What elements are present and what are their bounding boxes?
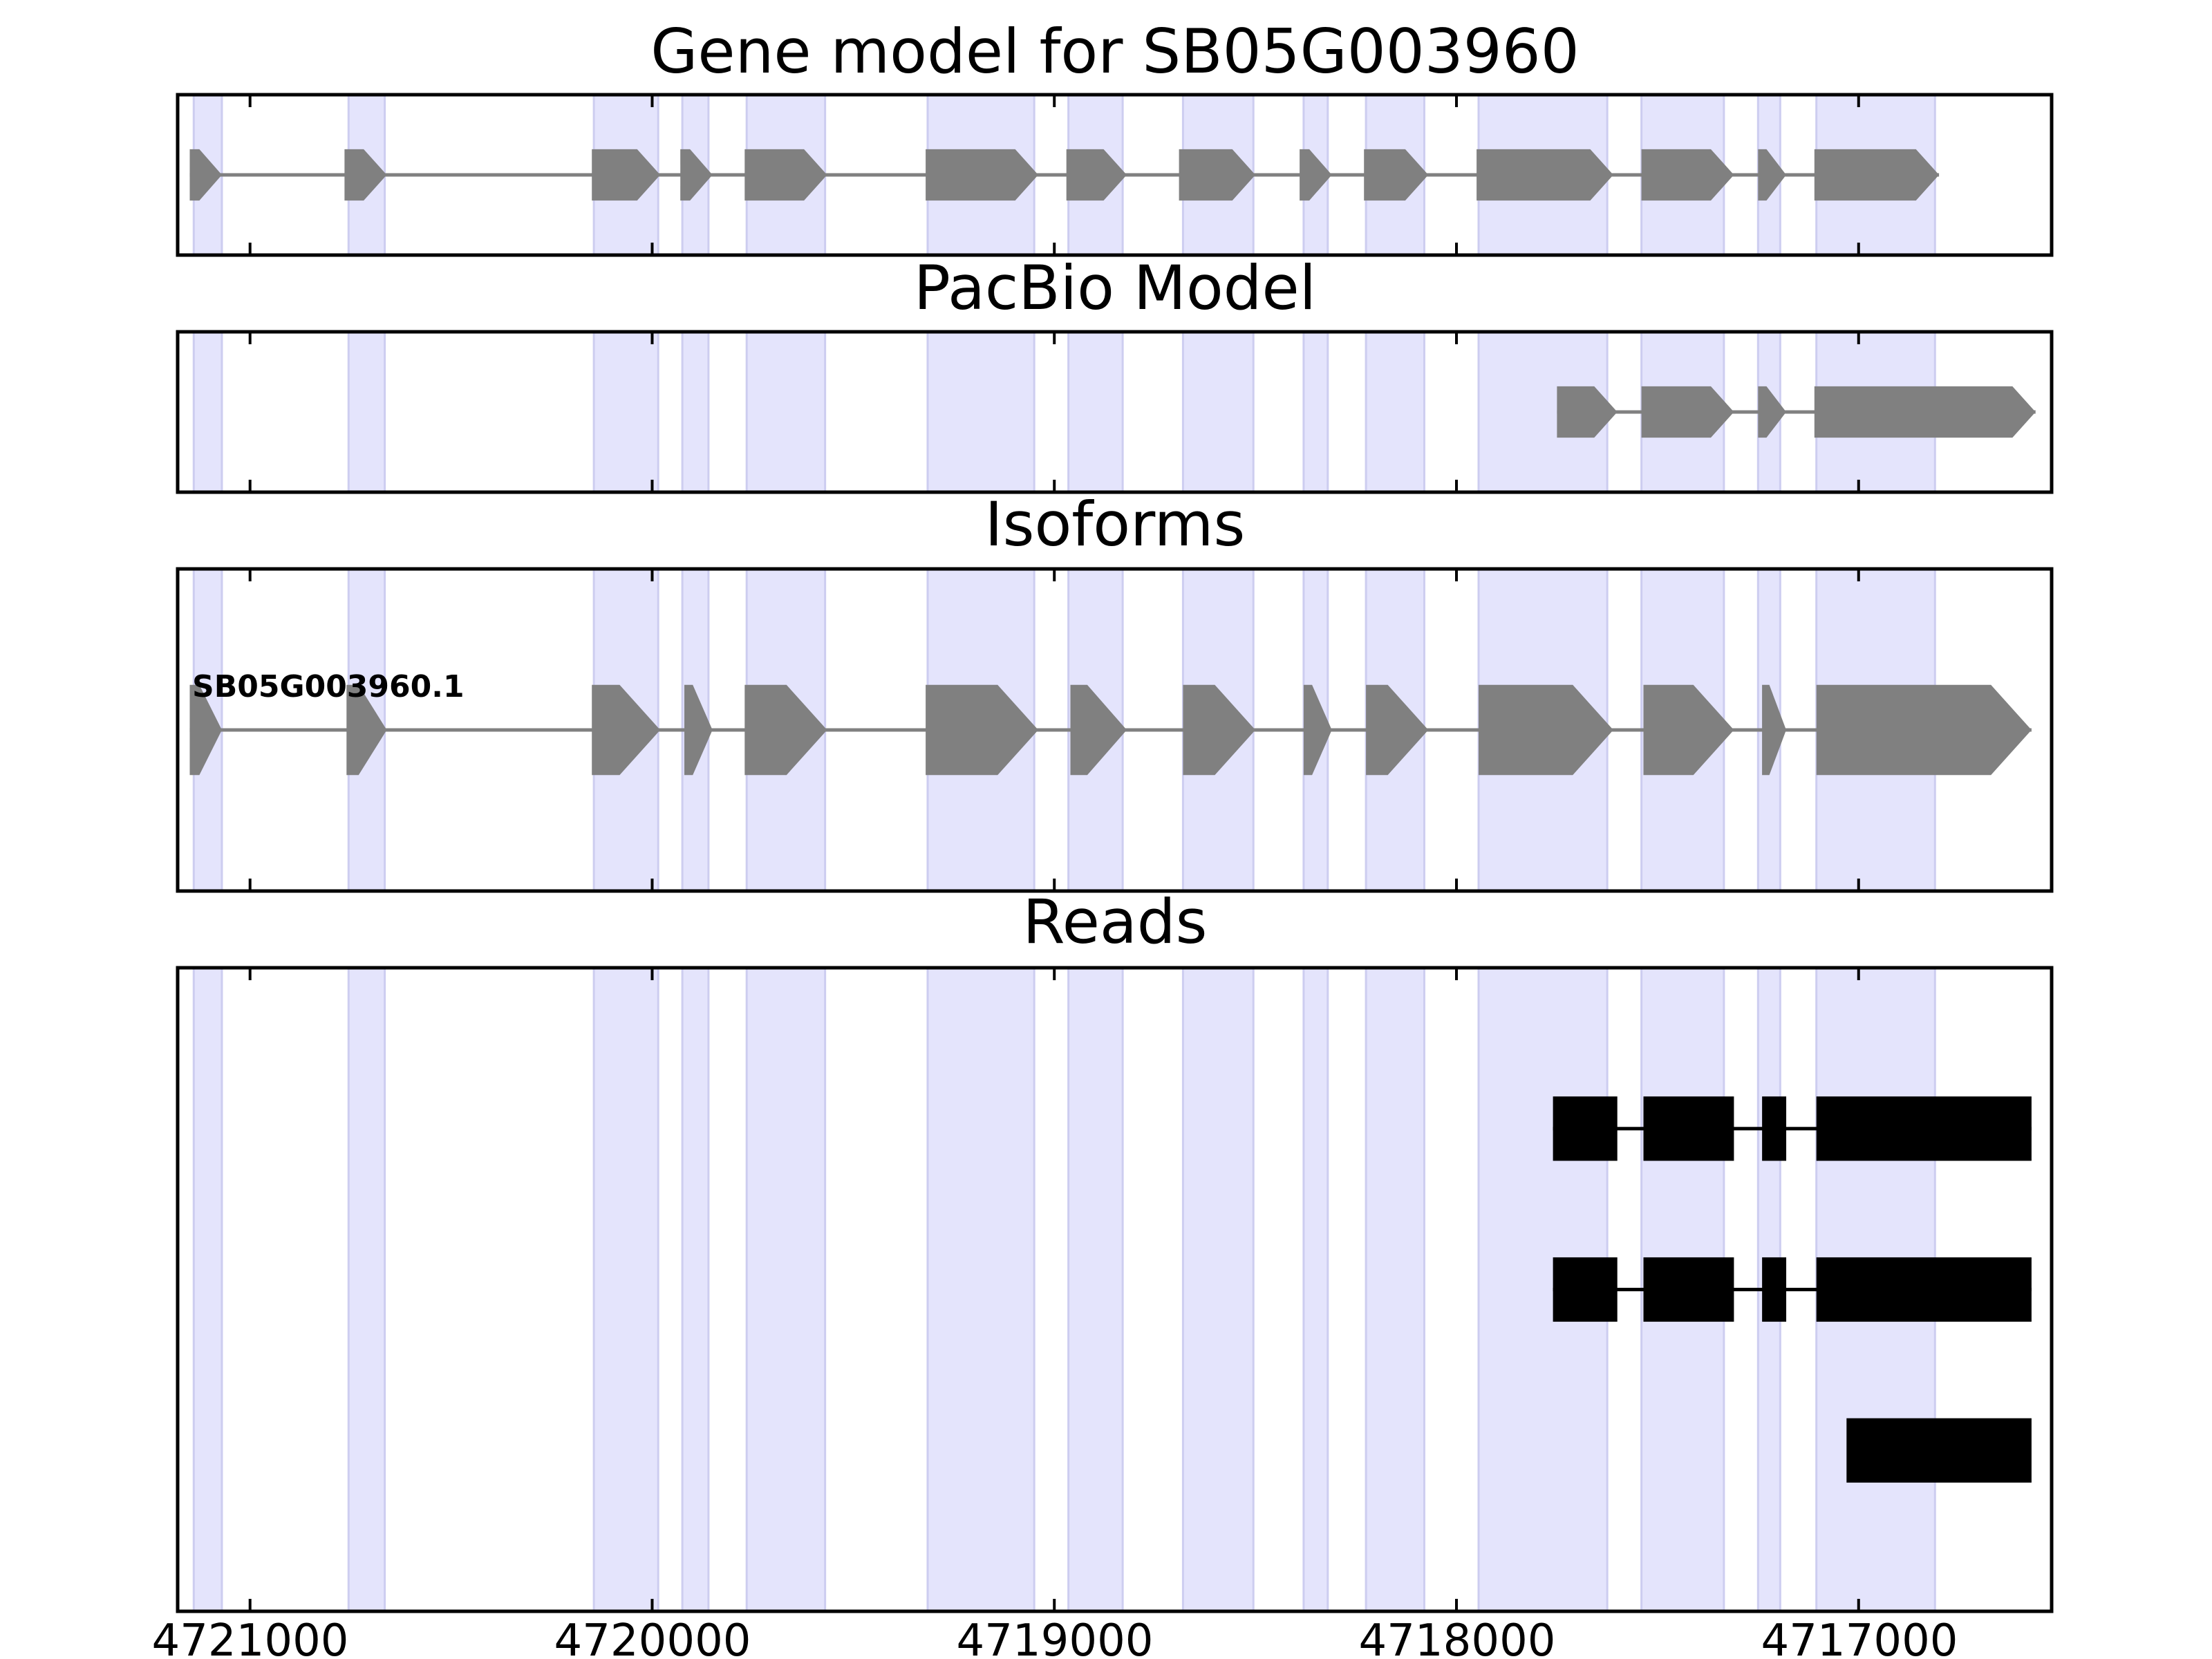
exon-arrow [1815, 149, 1939, 200]
exon-arrow [1815, 386, 2036, 438]
x-tick-label: 4717000 [1761, 1615, 1958, 1659]
exon-arrow [1477, 149, 1613, 200]
x-tick-label: 4718000 [1358, 1615, 1555, 1659]
read-block [1644, 1257, 1734, 1322]
exon-arrow [1758, 386, 1786, 438]
exon-band [1183, 332, 1253, 492]
exon-band [348, 968, 384, 1611]
read-block [1846, 1418, 2032, 1483]
exon-arrow [1758, 149, 1786, 200]
x-tick-label: 4719000 [956, 1615, 1153, 1659]
exon-band [594, 332, 658, 492]
exon-band [1069, 332, 1123, 492]
exon-band [928, 332, 1034, 492]
read-block [1817, 1257, 2032, 1322]
exon-arrow [1762, 685, 1786, 775]
panel-pacbio-model: PacBio Model [178, 252, 2052, 492]
panel-title-gene-model: Gene model for SB05G003960 [650, 16, 1580, 87]
x-tick-label: 4721000 [151, 1615, 348, 1659]
isoform-label: SB05G003960.1 [192, 669, 465, 704]
exon-band [1304, 968, 1328, 1611]
exon-band [194, 968, 222, 1611]
exon-arrow [926, 149, 1038, 200]
panel-title-reads: Reads [1023, 886, 1208, 957]
panel-isoforms: Isoforms SB05G003960.1 [178, 489, 2052, 891]
exon-band [682, 332, 709, 492]
gene-structure-figure: Gene model for SB05G003960 PacBio Model … [0, 0, 2212, 1659]
read-block [1762, 1257, 1786, 1322]
exon-band [682, 968, 709, 1611]
exon-band [1183, 968, 1253, 1611]
exon-band [1304, 332, 1328, 492]
read-block [1553, 1257, 1618, 1322]
read-block [1762, 1096, 1786, 1161]
exon-band [194, 332, 222, 492]
x-tick-label: 4720000 [554, 1615, 751, 1659]
panel-reads: Reads [178, 886, 2052, 1611]
exon-band [1366, 968, 1424, 1611]
panel-title-isoforms: Isoforms [985, 489, 1246, 560]
exon-arrow [1817, 685, 2032, 775]
exon-band [747, 968, 825, 1611]
panel-title-pacbio-model: PacBio Model [914, 252, 1316, 324]
read-block [1644, 1096, 1734, 1161]
exon-band [747, 332, 825, 492]
read-block [1553, 1096, 1618, 1161]
read-block [1817, 1096, 2032, 1161]
exon-band [348, 332, 384, 492]
exon-band [1069, 968, 1123, 1611]
exon-band [928, 968, 1034, 1611]
exon-band [1366, 332, 1424, 492]
panel-gene-model: Gene model for SB05G003960 [178, 16, 2052, 255]
x-axis: 4721000 4720000 4719000 4718000 4717000 [151, 1615, 1958, 1659]
exon-band [594, 968, 658, 1611]
